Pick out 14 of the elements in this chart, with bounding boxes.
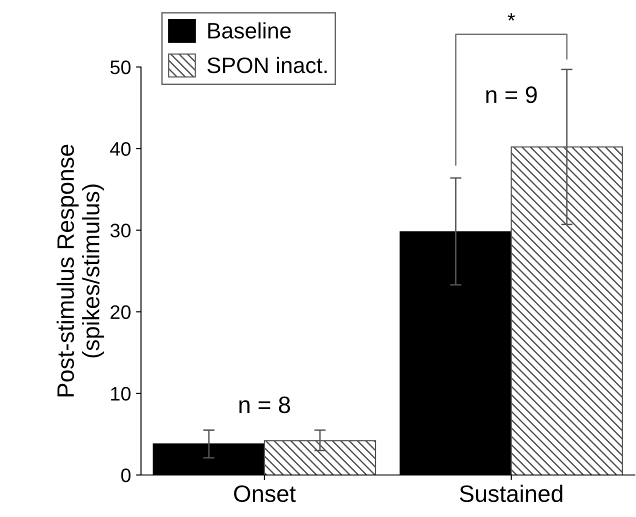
- y-tick-label: 50: [110, 60, 131, 74]
- y-tick-label: 30: [110, 224, 131, 238]
- y-axis-title: Post-stimulus Response (spikes/stimulus): [56, 144, 104, 396]
- annotation: n = 8: [239, 396, 290, 414]
- y-tick-label: 20: [110, 305, 131, 320]
- y-tick-label: 10: [111, 386, 131, 401]
- y-tick-label: 40: [110, 142, 131, 156]
- legend-label: Baseline: [208, 22, 291, 39]
- text: *: [508, 13, 516, 21]
- x-tick-label: Sustained: [460, 484, 562, 502]
- annotation: n = 9: [486, 86, 537, 104]
- y-tick-label: 0: [121, 468, 131, 482]
- x-tick-label: Onset: [234, 485, 296, 502]
- legend-label: SPON inact.: [207, 56, 327, 74]
